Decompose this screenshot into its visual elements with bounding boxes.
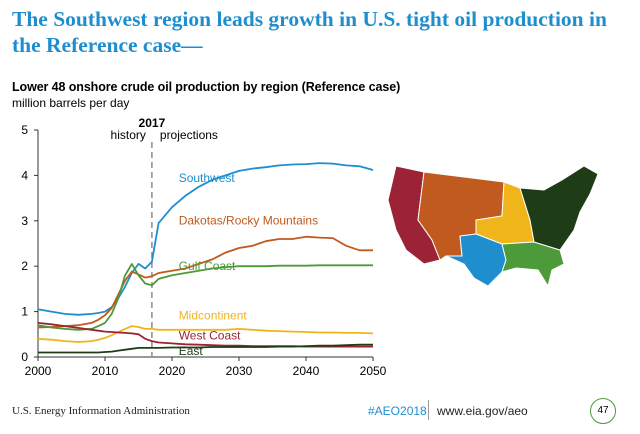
x-tick-label: 2000 [25,364,52,378]
series-label-dakotas-rocky-mountains: Dakotas/Rocky Mountains [179,213,318,227]
series-line-southwest [37,162,374,316]
x-tick-label: 2010 [92,364,119,378]
us-regions-map [387,165,599,288]
series-label-west-coast: West Coast [179,329,241,343]
series-label-midcontinent: Midcontinent [179,308,248,322]
y-tick-label: 3 [21,214,28,228]
projections-label: projections [160,128,218,142]
line-chart: 0 1 2 3 4 5 2000 2010 2020 2030 2040 2050 2017histor… [21,116,387,378]
series-line-east [38,343,373,354]
y-axis-units: million barrels per day [12,96,130,110]
map-region-east [519,165,599,251]
y-tick-label: 4 [21,168,28,182]
y-tick-label: 1 [21,305,28,319]
y-tick-label: 0 [21,350,28,364]
x-tick-label: 2020 [159,364,186,378]
page-number-badge: 47 [590,398,616,424]
divider-year-label: 2017 [139,116,166,130]
x-tick-label: 2050 [360,364,387,378]
footer-hashtag[interactable]: #AEO2018 [368,404,427,418]
footer-divider [428,400,429,420]
series-line-dakotas-rocky-mountains [37,235,373,329]
y-tick-label: 2 [21,259,28,273]
footer-url[interactable]: www.eia.gov/aeo [437,404,528,418]
series-label-gulf-coast: Gulf Coast [179,259,236,273]
series-label-southwest: Southwest [179,171,236,185]
series-line-midcontinent [37,325,374,343]
history-label: history [111,128,146,142]
chart-title: Lower 48 onshore crude oil production by… [12,80,401,94]
footer-organization: U.S. Energy Information Administration [12,405,190,417]
headline: The Southwest region leads growth in U.S… [12,7,607,57]
x-tick-label: 2030 [226,364,253,378]
x-tick-label: 2040 [293,364,320,378]
series-line-gulf-coast [37,263,373,331]
series-label-east: East [179,344,204,358]
y-tick-label: 5 [21,123,28,137]
